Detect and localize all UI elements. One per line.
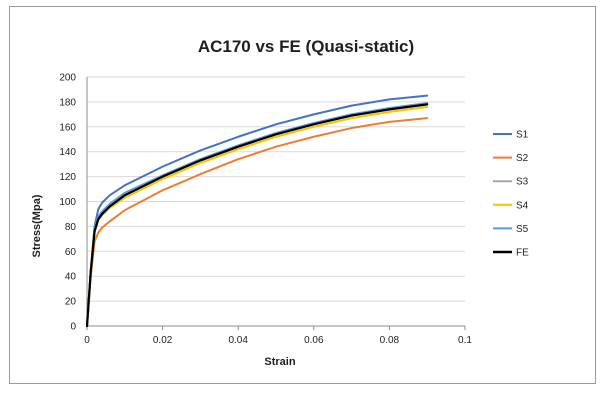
x-tick-label: 0.08	[380, 335, 400, 346]
series-line-s1	[86, 94, 429, 327]
y-tick-label: 40	[65, 272, 77, 283]
legend-label-s5: S5	[516, 224, 529, 235]
chart-frame: AC170 vs FE (Quasi-static) 0 20 40 60 80 100 1…	[9, 6, 596, 384]
y-tick-label: 200	[59, 73, 76, 84]
series-lines	[85, 94, 429, 328]
series-line-s2	[86, 117, 429, 327]
x-tick-label: 0.04	[228, 335, 248, 346]
y-tick-label: 100	[59, 197, 76, 208]
y-tick-label: 180	[59, 97, 76, 108]
series-line-s5	[86, 102, 429, 327]
gridlines	[87, 76, 465, 302]
axes	[86, 77, 466, 330]
legend-label-s2: S2	[516, 153, 529, 164]
x-tick-label: 0.1	[458, 335, 472, 346]
x-axis-title: Strain	[264, 356, 295, 368]
series-line-s3	[86, 102, 429, 327]
chart-title: AC170 vs FE (Quasi-static)	[198, 37, 414, 56]
y-tick-label: 160	[59, 122, 76, 133]
y-tick-label: 140	[59, 147, 76, 158]
chart-svg: AC170 vs FE (Quasi-static) 0 20 40 60 80 100 1…	[31, 37, 529, 368]
y-tick-label: 80	[65, 222, 77, 233]
y-tick-label: 60	[65, 247, 77, 258]
x-tick-label: 0.06	[304, 335, 324, 346]
x-tick-label: 0	[84, 335, 90, 346]
y-axis-title: Stress(Mpa)	[31, 194, 43, 257]
x-tick-label: 0.02	[153, 335, 173, 346]
series-line-fe	[85, 103, 429, 328]
legend-label-s4: S4	[516, 200, 529, 211]
legend-label-s1: S1	[516, 130, 529, 141]
y-tick-label: 0	[70, 322, 76, 333]
y-tick-label: 120	[59, 172, 76, 183]
legend: S1 S2 S3 S4 S5 FE	[493, 130, 529, 259]
y-tick-label: 20	[65, 297, 77, 308]
tick-labels: 0 20 40 60 80 100 120 140 160 180 200 0 0.02 0.04 0.06…	[59, 73, 472, 347]
legend-label-fe: FE	[516, 248, 529, 259]
legend-label-s3: S3	[516, 177, 529, 188]
